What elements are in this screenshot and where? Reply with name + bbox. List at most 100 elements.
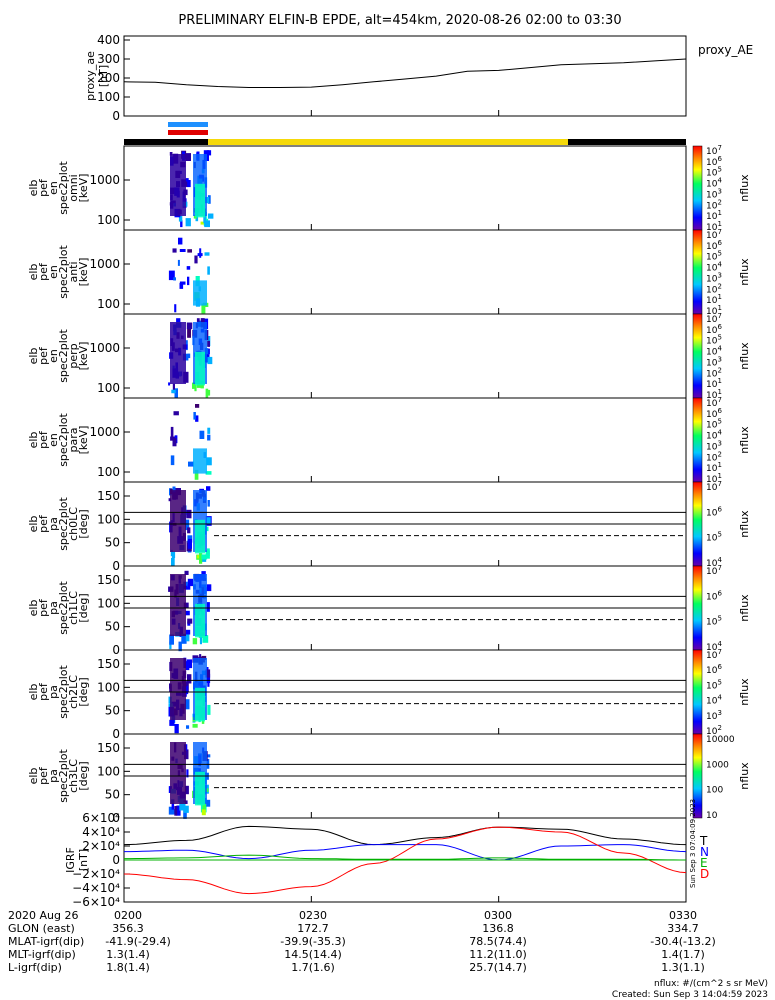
- svg-text:11.2(11.0): 11.2(11.0): [469, 948, 527, 961]
- spectro-cell: [204, 252, 210, 256]
- spectro-cell: [199, 248, 202, 258]
- spectro-cell: [193, 412, 196, 420]
- spectro-cell: [172, 438, 177, 447]
- spectro-cell: [177, 259, 180, 266]
- colorbar-tick: 10: [706, 811, 718, 821]
- colorbar-label: nflux: [738, 426, 751, 454]
- spectro-cell: [181, 633, 187, 644]
- xtick-0300: 0300: [484, 909, 512, 922]
- svg-text:356.3: 356.3: [112, 922, 144, 935]
- spectro-cell: [207, 340, 210, 347]
- panel-ytick-label: 50: [105, 536, 120, 550]
- spectro-core-left: [170, 154, 186, 216]
- spectro-cell: [185, 629, 191, 635]
- spectro-cell: [207, 676, 210, 687]
- colorbar-ch0LC: [692, 481, 703, 567]
- ae-ytick-label: 0: [112, 109, 120, 123]
- spectro-cell: [199, 430, 205, 439]
- spectro-cell: [207, 500, 210, 507]
- spectro-cell: [187, 249, 192, 253]
- igrf-ytick-label: 0: [112, 853, 120, 867]
- spectro-cell: [173, 411, 179, 416]
- spectro-cell: [196, 318, 200, 322]
- ae-ylabel: proxy_ae[nT]: [84, 51, 110, 101]
- spectro-hot: [195, 771, 205, 806]
- ae-ytick-label: 300: [97, 52, 120, 66]
- spectro-cell: [205, 669, 211, 678]
- spectro-cell: [207, 356, 213, 365]
- spectro-cell: [174, 304, 177, 313]
- colorbar-tick: 104: [706, 694, 722, 707]
- igrf-side-text: Sun Sep 3 07:04:09 2023: [689, 799, 697, 888]
- row-glon: GLON (east) 356.3 172.7 136.8 334.7: [8, 922, 699, 935]
- spectro-hot: [195, 603, 205, 638]
- igrf-legend-E: E: [700, 856, 708, 870]
- blue-bar: [168, 122, 208, 127]
- panel-ytick-label: 100: [97, 297, 120, 311]
- spectro-cell: [184, 570, 189, 575]
- spectro-cell: [207, 195, 211, 204]
- spectro-cell: [199, 552, 203, 564]
- spectro-cell: [178, 215, 183, 222]
- spectro-cell: [173, 277, 176, 281]
- panel-ytick-label: 1000: [89, 173, 120, 187]
- spectro-core-left: [170, 490, 186, 552]
- ae-ytick-label: 400: [97, 33, 120, 47]
- spectro-cell: [179, 801, 185, 811]
- spectro-cell: [169, 719, 175, 726]
- spectro-cell: [185, 632, 190, 642]
- svg-text:1.3(1.1): 1.3(1.1): [661, 961, 705, 974]
- spectro-cell: [168, 270, 175, 281]
- spectro-cell: [187, 538, 192, 549]
- spectro-cell: [206, 517, 211, 524]
- spectro-cell: [169, 641, 172, 650]
- figure-title: PRELIMINARY ELFIN-B EPDE, alt=454km, 202…: [178, 13, 621, 28]
- panel-ylabel-ch0LC: elbpefpaspec2plotch0LC[deg]: [27, 497, 90, 551]
- spectro-cell: [176, 318, 181, 323]
- panel-ytick-label: 0: [112, 559, 120, 573]
- spectro-cell: [194, 469, 199, 480]
- spectro-cell: [199, 634, 202, 645]
- colorbar-tick: 106: [706, 663, 722, 676]
- colorbar-tick: 100: [706, 786, 723, 796]
- spectro-cell: [186, 266, 191, 270]
- spectro-cell: [183, 805, 189, 813]
- spectro-cell: [205, 197, 210, 204]
- spectro-cell: [172, 551, 176, 558]
- igrf-legend-N: N: [700, 845, 709, 859]
- colorbar-ch1LC: [692, 565, 703, 651]
- panel-ylabel-ch2LC: elbpefpaspec2plotch2LC[deg]: [27, 665, 90, 719]
- colorbar-label: nflux: [738, 258, 751, 286]
- panel-ytick-label: 100: [97, 213, 120, 227]
- spectro-cell: [199, 654, 202, 660]
- spectro-cell: [192, 638, 198, 645]
- spectro-cell: [172, 383, 175, 394]
- spectro-cell: [180, 220, 183, 228]
- spectro-cell: [195, 415, 199, 422]
- panel-ytick-label: 150: [97, 489, 120, 503]
- spectro-cell: [170, 549, 173, 557]
- colorbar-label: nflux: [738, 510, 751, 538]
- spectro-cell: [187, 674, 192, 684]
- svg-text:-39.9(-35.3): -39.9(-35.3): [280, 935, 346, 948]
- spectro-cell: [184, 785, 189, 795]
- svg-text:1.8(1.4): 1.8(1.4): [106, 961, 150, 974]
- panel-ytick-label: 0: [112, 643, 120, 657]
- spectro-cell: [168, 382, 171, 386]
- svg-text:172.7: 172.7: [297, 922, 329, 935]
- igrf-line-T: [123, 825, 687, 846]
- row-glon-label: GLON (east): [8, 922, 75, 935]
- spectro-cell: [192, 723, 198, 728]
- panel-ytick-label: 100: [97, 381, 120, 395]
- spectro-cell: [168, 498, 172, 502]
- spectro-cell: [174, 806, 178, 816]
- panel-ylabel-anti: elbpefenspec2plotanti[keV]: [27, 245, 90, 299]
- svg-text:78.5(74.4): 78.5(74.4): [469, 935, 527, 948]
- spectro-hot: [195, 351, 205, 386]
- colorbar-label: nflux: [738, 342, 751, 370]
- igrf-ytick-label: 6×10⁴: [82, 811, 120, 825]
- spectro-cell: [187, 578, 193, 587]
- spectro-cell: [207, 434, 211, 441]
- spectro-cell: [186, 322, 193, 330]
- spectro-cell: [187, 353, 191, 359]
